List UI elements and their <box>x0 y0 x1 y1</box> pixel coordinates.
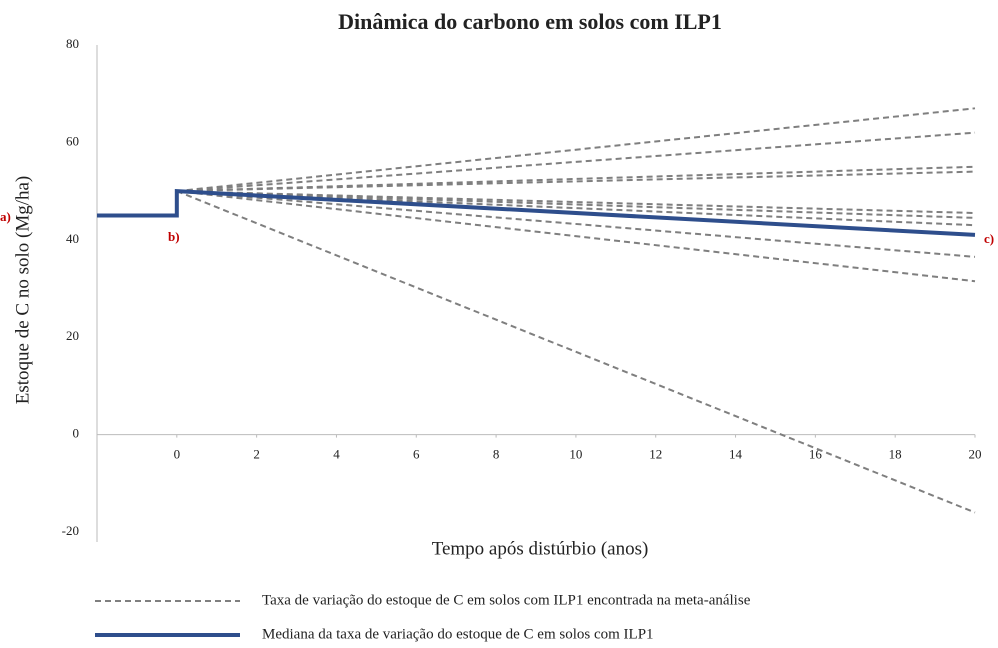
y-axis-title: Estoque de C no solo (Mg/ha) <box>12 176 33 405</box>
x-axis-title: Tempo após distúrbio (anos) <box>432 538 649 559</box>
y-tick-label: 60 <box>66 133 79 148</box>
dashed-line <box>176 190 976 514</box>
dashed-line <box>176 190 976 283</box>
y-tick-label: 80 <box>66 36 79 51</box>
x-tick-label: 6 <box>413 447 420 462</box>
x-tick-label: 20 <box>969 447 982 462</box>
legend-label: Taxa de variação do estoque de C em solo… <box>262 592 751 608</box>
x-tick-label: 0 <box>174 447 181 462</box>
dashed-line <box>176 107 976 193</box>
y-tick-label: 40 <box>66 231 79 246</box>
y-tick-label: 20 <box>66 328 79 343</box>
annotation: b) <box>168 229 180 244</box>
dashed-line <box>176 131 976 193</box>
x-tick-label: 10 <box>569 447 582 462</box>
annotation: c) <box>984 231 994 246</box>
x-tick-label: 16 <box>809 447 823 462</box>
annotation: a) <box>0 209 11 224</box>
y-tick-label: 0 <box>73 426 80 441</box>
dashed-line <box>176 170 976 193</box>
chart-title: Dinâmica do carbono em solos com ILP1 <box>338 9 722 34</box>
x-tick-label: 18 <box>889 447 902 462</box>
x-tick-label: 8 <box>493 447 500 462</box>
x-tick-label: 2 <box>253 447 260 462</box>
x-tick-label: 4 <box>333 447 340 462</box>
legend-label: Mediana da taxa de variação do estoque d… <box>262 626 654 642</box>
dashed-line <box>176 190 976 258</box>
dashed-line <box>176 190 976 215</box>
x-tick-label: 14 <box>729 447 743 462</box>
dashed-line <box>176 190 976 219</box>
median-line <box>97 188 976 237</box>
y-tick-label: -20 <box>62 523 79 538</box>
x-tick-label: 12 <box>649 447 662 462</box>
